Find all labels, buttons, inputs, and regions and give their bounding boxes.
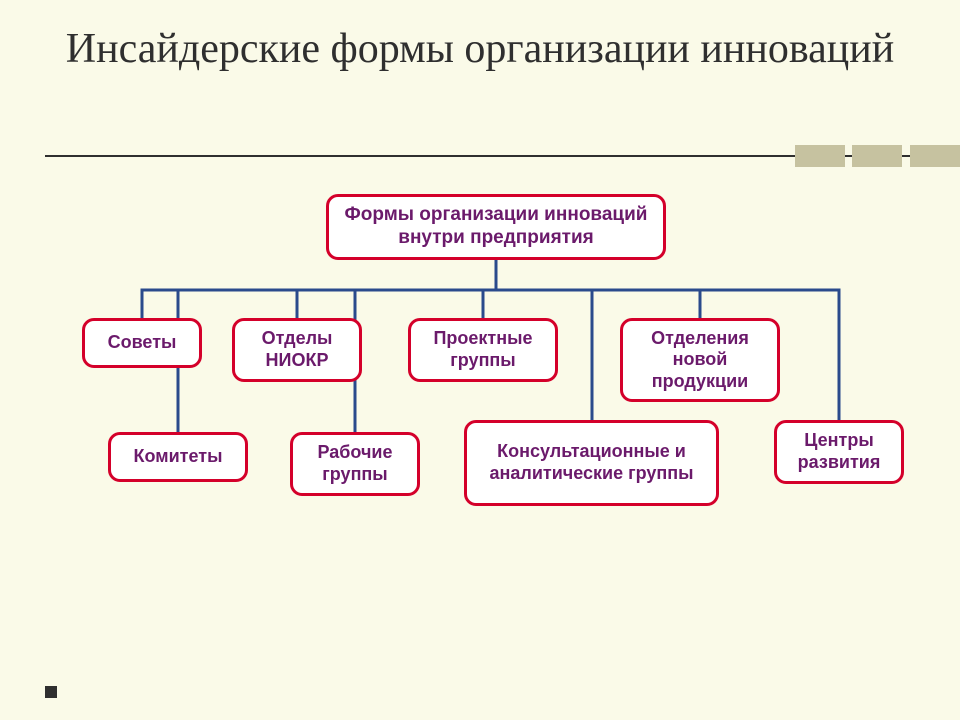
node-label: Консультационные и аналитические группы: [475, 441, 708, 484]
node-otdelenia-novoy-produktsii: Отделения новой продукции: [620, 318, 780, 402]
node-label: Рабочие группы: [301, 442, 409, 485]
node-konsultatsionnye-gruppy: Консультационные и аналитические группы: [464, 420, 719, 506]
node-label: Отделения новой продукции: [631, 328, 769, 393]
node-otdely-niokr: Отделы НИОКР: [232, 318, 362, 382]
node-rabochie-gruppy: Рабочие группы: [290, 432, 420, 496]
accent-bar-2: [852, 145, 902, 167]
node-label: Советы: [108, 332, 177, 354]
node-label: Комитеты: [134, 446, 223, 468]
node-proektnye-gruppy: Проектные группы: [408, 318, 558, 382]
accent-bar-1: [795, 145, 845, 167]
accent-bar-3: [910, 145, 960, 167]
root-node-label: Формы организации инноваций внутри предп…: [337, 204, 655, 250]
slide-title: Инсайдерские формы организации инноваций: [0, 25, 960, 73]
root-node: Формы организации инноваций внутри предп…: [326, 194, 666, 260]
node-sovety: Советы: [82, 318, 202, 368]
title-underline: [45, 155, 915, 157]
footer-bullet: [45, 686, 57, 698]
node-tsentry-razvitia: Центры развития: [774, 420, 904, 484]
node-komitety: Комитеты: [108, 432, 248, 482]
node-label: Центры развития: [785, 430, 893, 473]
node-label: Проектные группы: [419, 328, 547, 371]
node-label: Отделы НИОКР: [243, 328, 351, 371]
slide: Инсайдерские формы организации инноваций…: [0, 0, 960, 720]
